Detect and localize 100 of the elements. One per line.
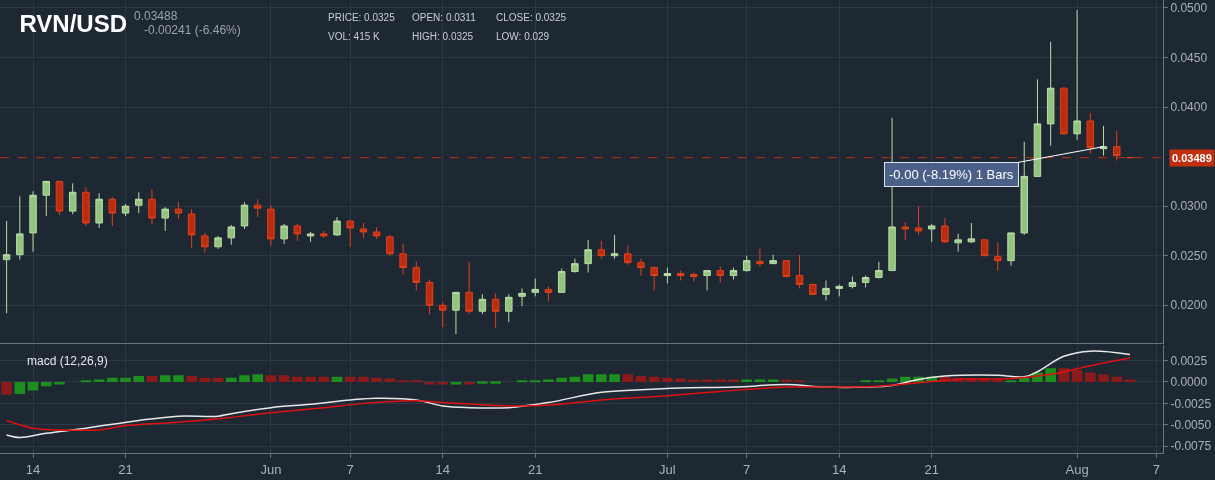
bar [1085,372,1096,382]
candlestick [227,224,236,246]
bar [701,379,713,382]
candlestick [901,221,910,241]
bar [318,376,330,382]
annotation: CLOSE: 0.0325 [496,12,567,23]
bar [1018,377,1030,382]
bar [437,381,449,385]
candlestick [439,301,447,328]
candlestick [148,188,156,225]
candlestick [729,267,738,280]
candlestick [55,180,64,216]
bar [635,375,647,382]
candlestick [253,198,262,218]
candlestick [333,216,341,237]
y-tick-label: 0.0450 [1170,50,1208,65]
candlestick [822,279,830,301]
candlestick [386,234,394,257]
candlestick [650,266,658,291]
bar [27,381,39,391]
candlestick [505,293,513,323]
bar [648,376,660,382]
bar [107,377,118,382]
candlestick [795,254,804,289]
text: macd (12,26,9) [27,354,108,368]
candlestick [16,195,24,261]
bar [609,374,620,382]
y-tick-label: -0.0025 [1170,396,1212,411]
bar [900,376,911,382]
candlestick [452,291,460,335]
bar [397,380,409,383]
x-tick-label: 14 [435,461,450,477]
y-tick-label: 0.0025 [1170,353,1208,368]
candlestick [584,239,592,274]
annotation: HIGH: 0.0325 [412,31,474,42]
candlestick [914,205,923,236]
bar [1124,379,1136,382]
bar [331,376,343,382]
bar [80,380,92,383]
candlestick [346,219,354,248]
bar [1098,374,1109,382]
annotation: PRICE: 0.0325 [328,12,396,23]
bar [477,381,488,384]
candlestick [557,268,566,293]
candlestick [280,223,288,245]
ref-line-label: 0.03489 [1172,152,1212,164]
bar [305,376,316,382]
candlestick [95,192,103,229]
candlestick [412,261,421,291]
candlestick [663,267,672,284]
x-tick-label: 21 [924,461,939,477]
candlestick [491,292,500,329]
candlestick [1099,125,1108,157]
candlestick [293,223,302,242]
bar [40,381,52,387]
candlestick [108,196,117,227]
annotation: OPEN: 0.0311 [412,12,477,23]
bar [1111,376,1123,382]
candlestick [187,208,196,249]
candlestick [42,180,50,217]
candlestick [425,278,434,315]
candlestick [571,258,579,274]
bar [662,377,673,382]
candlestick [1020,141,1028,236]
candlestick [68,182,77,215]
candlestick [320,230,328,239]
candlestick [1060,86,1068,136]
candlestick [1033,78,1042,177]
bar [225,377,237,382]
candlestick [703,270,711,291]
bar [728,379,739,382]
bar [781,379,792,382]
candlestick [29,190,37,253]
line-series [5,357,1131,432]
candlestick [1086,112,1095,155]
bar [543,379,554,382]
y-tick-label: 0.0200 [1170,298,1208,313]
bar [1071,370,1083,382]
bar [14,381,26,394]
bar [252,374,263,382]
bar [371,377,382,382]
candlestick [82,186,90,227]
annotation: LOW: 0.029 [496,31,550,42]
candlestick [941,217,949,244]
bar [450,381,462,385]
candlestick [954,233,962,253]
bar [292,376,303,382]
bar [146,375,158,382]
candlestick [597,240,606,260]
x-tick-label: 21 [118,461,133,477]
candlestick [835,283,843,297]
bar [344,376,356,382]
candlestick [1046,41,1055,147]
bar [622,374,634,382]
y-tick-label: 0.0400 [1170,100,1208,115]
bar [490,381,501,384]
candlestick [174,201,183,220]
candlestick [372,226,381,240]
bar [173,375,184,382]
bar [239,375,250,382]
